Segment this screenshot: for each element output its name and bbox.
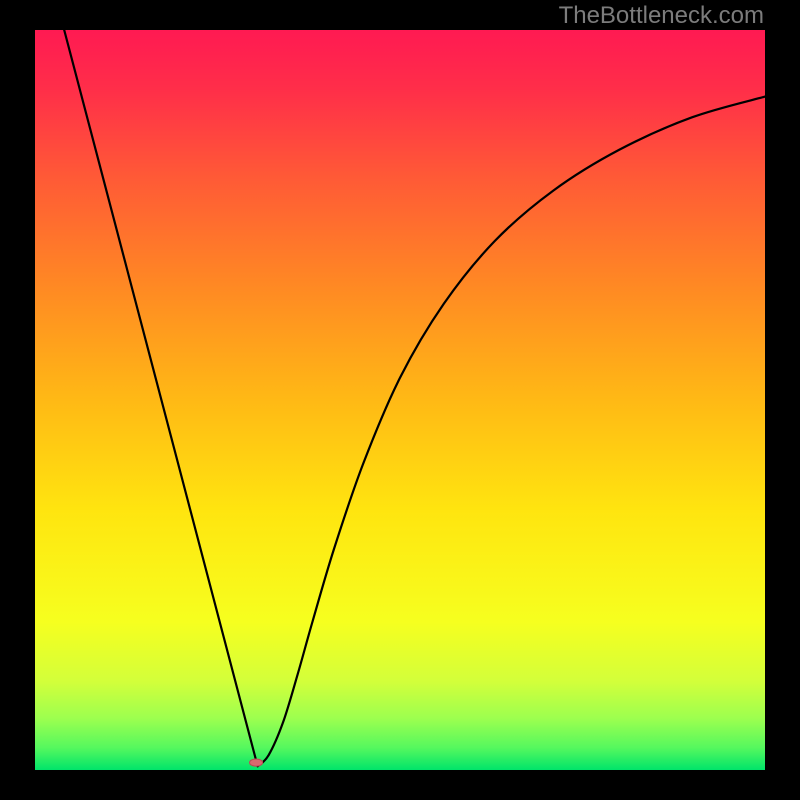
plot-area	[35, 30, 765, 770]
optimum-marker	[249, 758, 263, 767]
bottleneck-curve	[35, 30, 765, 770]
chart-frame: TheBottleneck.com	[0, 0, 800, 800]
watermark-text: TheBottleneck.com	[559, 2, 764, 30]
